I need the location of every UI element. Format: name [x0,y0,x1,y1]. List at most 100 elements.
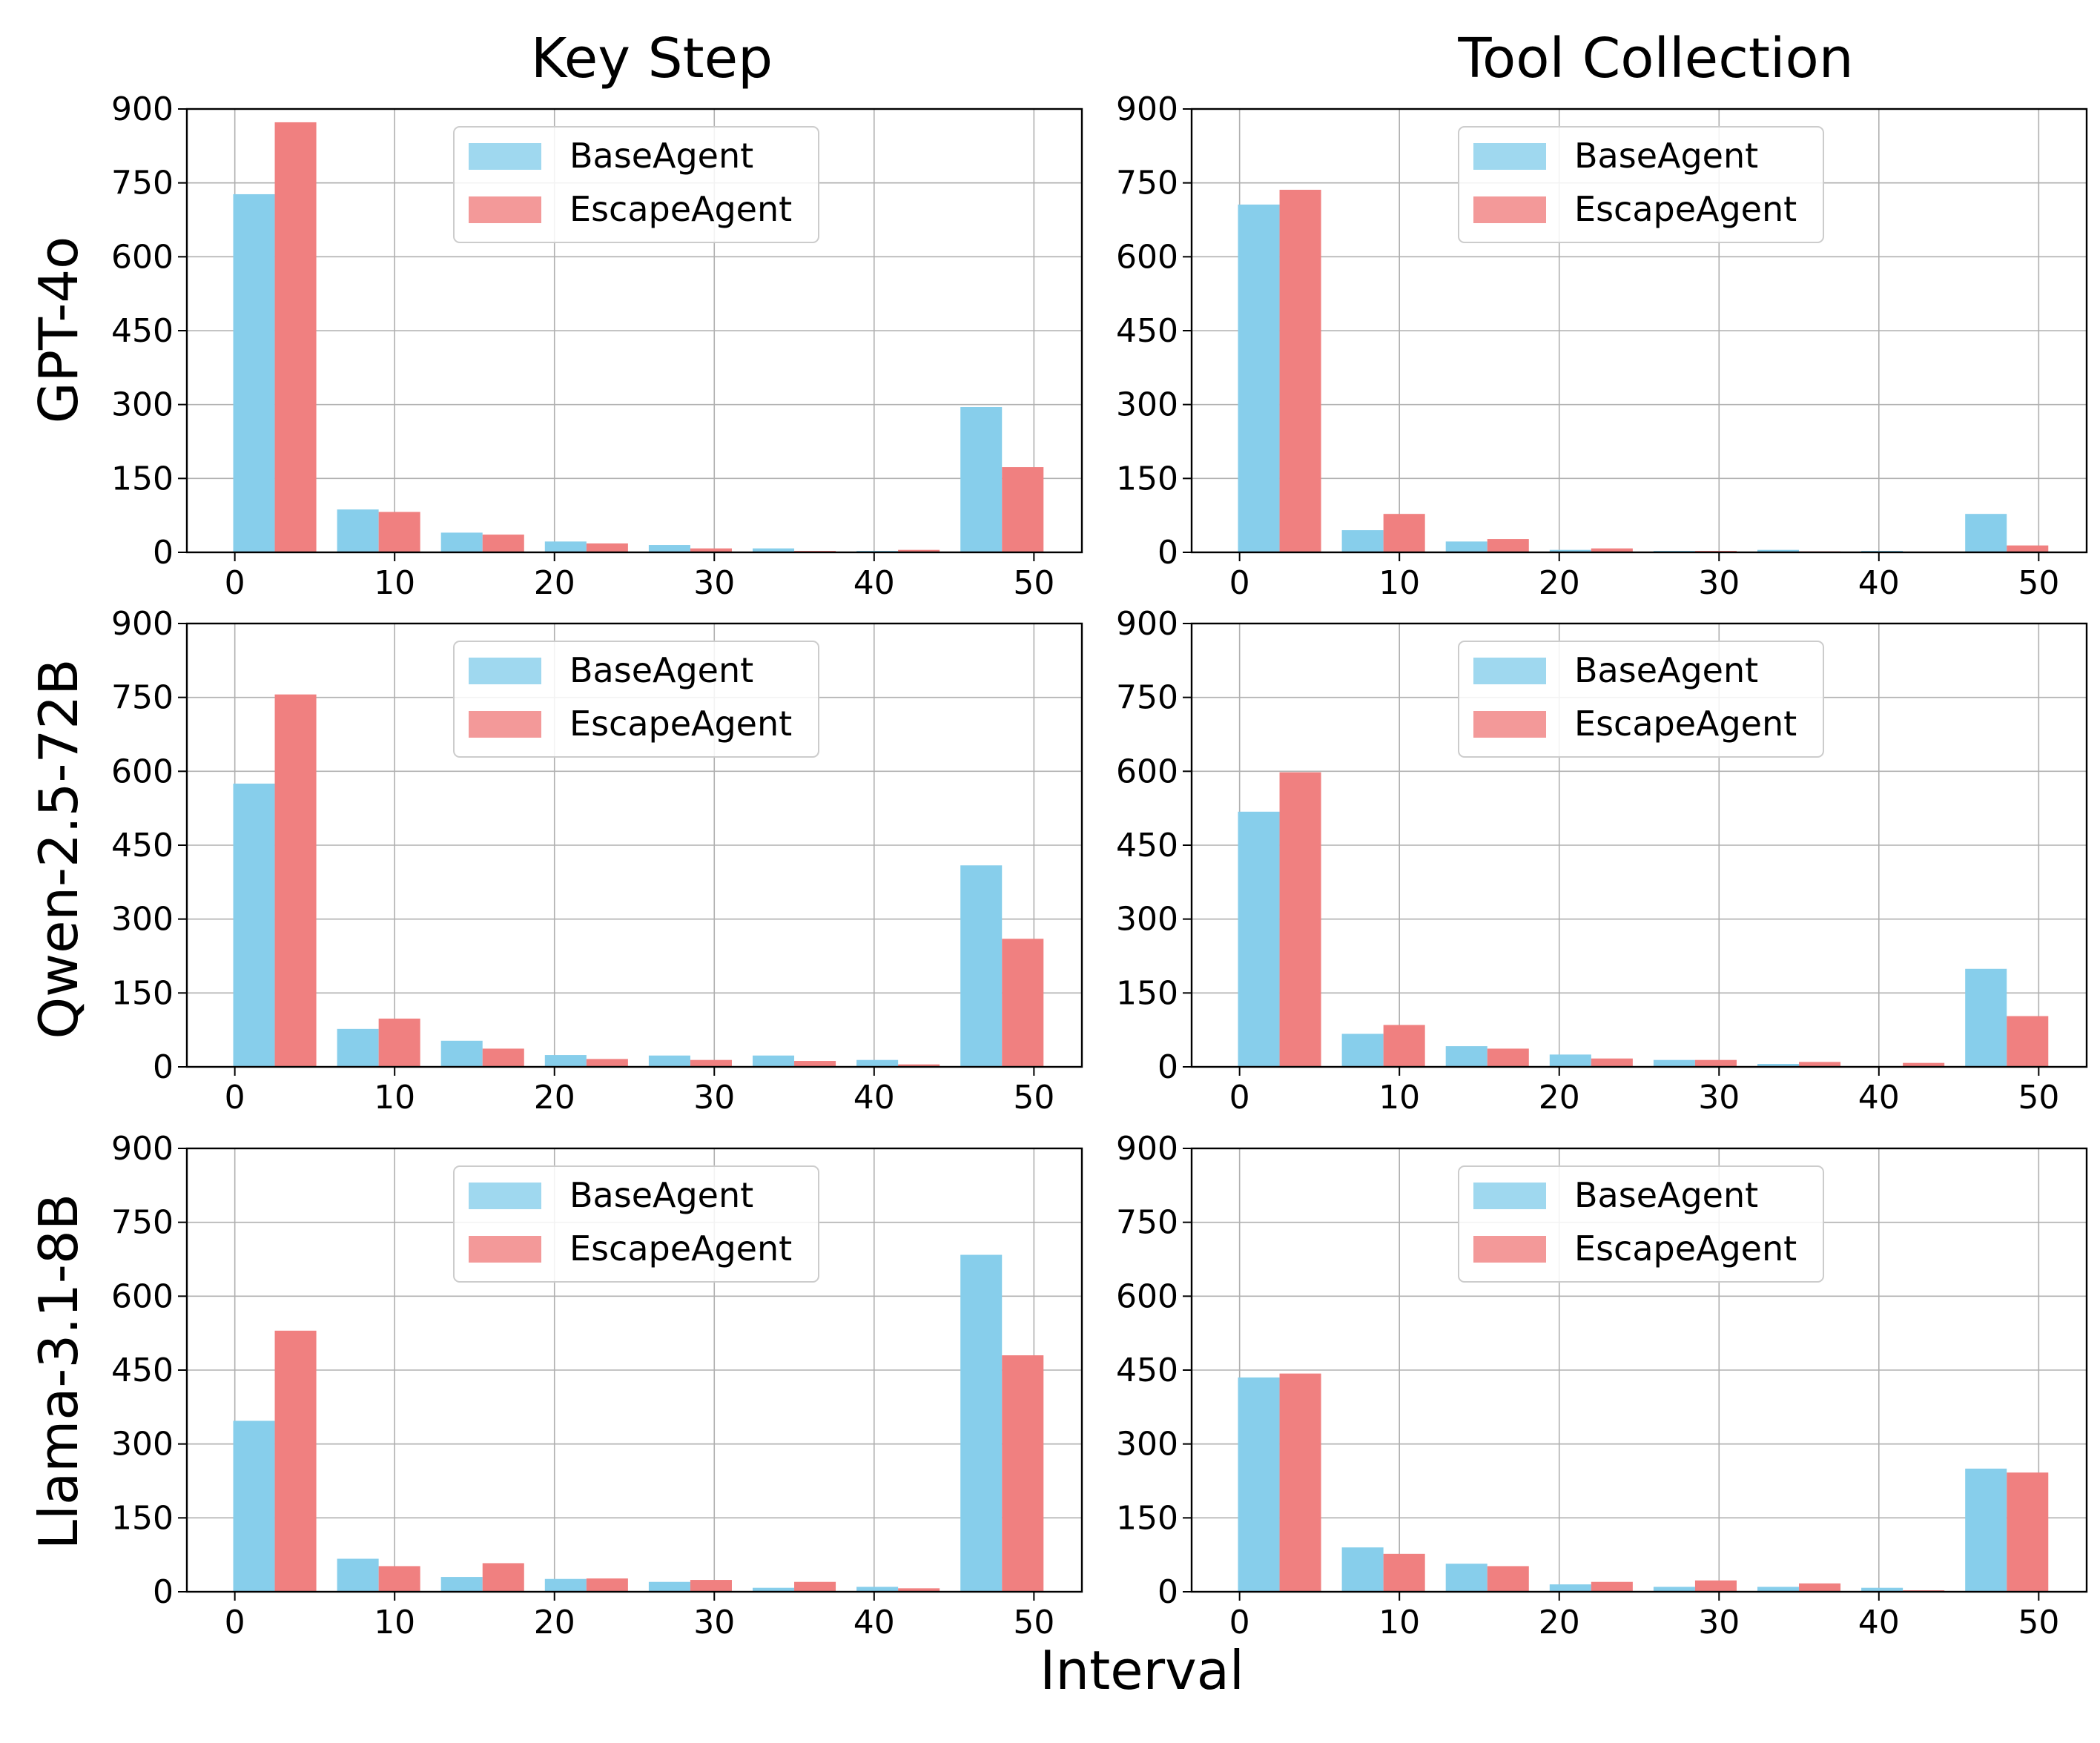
y-tick-label: 300 [111,901,174,939]
bar-escapeagent-bin-7 [898,549,940,552]
bar-escapeagent-bin-1 [1279,189,1321,553]
bar-baseagent-bin-6 [1757,1587,1800,1592]
y-tick-label: 600 [1116,1277,1178,1315]
bar-escapeagent-bin-3 [1487,1048,1529,1067]
x-tick-label: 30 [1698,1079,1740,1117]
legend-label-escapeagent: EscapeAgent [1574,189,1797,229]
x-tick-label: 40 [853,564,895,602]
y-tick-label: 750 [111,679,174,717]
x-tick-label: 10 [1378,1604,1420,1641]
x-tick-label: 30 [1698,1604,1740,1641]
bar-escapeagent-bin-7 [898,1588,940,1592]
bar-baseagent-bin-4 [1549,1584,1591,1592]
y-tick-label: 300 [1116,1426,1178,1463]
bar-baseagent-bin-5 [1653,1587,1695,1592]
panel-llama-3-1-8b-tool-collection: 0 10 20 30 40 50 0 150 300 450 600 750 900 BaseAgent E… [1116,1130,2088,1641]
legend-swatch-escapeagent [1473,1236,1546,1263]
legend: BaseAgent EscapeAgent [1458,641,1824,758]
y-tick-label: 0 [1158,1048,1178,1086]
bar-escapeagent-bin-3 [1487,1566,1529,1592]
legend-box [1458,641,1824,758]
y-tick-label: 750 [1116,165,1178,202]
x-tick-label: 40 [853,1604,895,1641]
y-tick-label: 750 [1116,679,1178,717]
bar-baseagent-bin-4 [544,1578,587,1592]
x-tick-label: 40 [1858,564,1900,602]
bar-baseagent-bin-4 [1549,1054,1591,1067]
y-tick-label: 450 [111,1352,174,1389]
bar-baseagent-bin-3 [440,1577,483,1592]
y-tick-label: 900 [1116,1130,1178,1168]
y-tick-label: 600 [1116,753,1178,790]
bar-baseagent-bin-2 [1341,1033,1384,1067]
legend-swatch-baseagent [469,143,541,170]
y-tick-label: 900 [1116,605,1178,643]
x-tick-label: 10 [1378,1079,1420,1117]
legend-box [453,641,819,758]
x-tick-label: 40 [1858,1079,1900,1117]
bar-escapeagent-bin-2 [1383,514,1425,552]
x-tick-label: 0 [1229,564,1250,602]
bar-baseagent-bin-3 [1445,1046,1488,1067]
x-tick-label: 20 [1539,564,1580,602]
bar-baseagent-bin-2 [337,1028,379,1067]
bar-baseagent-bin-5 [1653,1059,1695,1067]
bar-escapeagent-bin-3 [482,1048,524,1067]
bar-baseagent-bin-5 [648,1055,690,1067]
x-tick-label: 0 [1229,1604,1250,1641]
row-title-gpt-4o: GPT-4o [27,237,90,423]
bar-escapeagent-bin-4 [1591,1581,1633,1592]
x-tick-label: 50 [1013,1079,1054,1117]
bar-escapeagent-bin-5 [1694,1580,1737,1592]
bar-baseagent-bin-6 [752,1587,795,1592]
bar-baseagent-bin-8 [1965,514,2007,552]
column-title-key-step: Key Step [531,27,773,90]
legend-swatch-escapeagent [469,196,541,223]
legend-swatch-escapeagent [1473,711,1546,738]
legend-box [453,126,819,243]
row-title-qwen-2-5-72b: Qwen-2.5-72B [27,659,90,1039]
bar-baseagent-bin-7 [1861,1587,1903,1592]
y-tick-label: 600 [1116,238,1178,276]
x-tick-label: 0 [225,1604,245,1641]
panel-qwen-2-5-72b-tool-collection: 0 10 20 30 40 50 0 150 300 450 600 750 900 BaseAgent E… [1116,605,2088,1117]
y-tick-label: 150 [111,460,174,497]
y-tick-label: 450 [1116,312,1178,350]
x-tick-label: 20 [1539,1079,1580,1117]
legend-swatch-baseagent [469,1183,541,1209]
legend: BaseAgent EscapeAgent [1458,126,1824,243]
bar-baseagent-bin-6 [752,1055,795,1067]
legend-swatch-escapeagent [469,1236,541,1263]
y-tick-label: 900 [111,90,174,128]
bar-baseagent-bin-1 [233,783,275,1067]
legend-label-escapeagent: EscapeAgent [569,1228,792,1269]
x-tick-label: 30 [1698,564,1740,602]
bar-escapeagent-bin-1 [1279,1373,1321,1592]
bar-escapeagent-bin-1 [274,1330,317,1592]
y-tick-label: 300 [111,1426,174,1463]
bar-baseagent-bin-1 [233,194,275,552]
bar-escapeagent-bin-8 [2007,1016,2049,1067]
legend: BaseAgent EscapeAgent [1458,1165,1824,1283]
bar-baseagent-bin-2 [1341,1547,1384,1592]
legend-swatch-baseagent [1473,1183,1546,1209]
legend-box [1458,1165,1824,1283]
legend: BaseAgent EscapeAgent [453,126,819,243]
x-tick-label: 50 [2018,1079,2059,1117]
y-tick-label: 300 [1116,901,1178,939]
bar-escapeagent-bin-4 [586,543,628,552]
panel-llama-3-1-8b-key-step: 0 10 20 30 40 50 0 150 300 450 600 750 900 BaseAgent E… [111,1130,1083,1641]
legend-label-escapeagent: EscapeAgent [1574,704,1797,744]
bar-baseagent-bin-8 [1965,1468,2007,1592]
legend-box [453,1165,819,1283]
y-tick-label: 600 [111,753,174,790]
bar-baseagent-bin-7 [856,1587,899,1592]
bar-escapeagent-bin-6 [794,1061,836,1067]
y-tick-label: 150 [1116,460,1178,497]
y-tick-label: 450 [1116,827,1178,864]
bar-baseagent-bin-6 [1757,549,1800,552]
bar-baseagent-bin-3 [440,532,483,552]
x-tick-label: 50 [2018,564,2059,602]
bar-escapeagent-bin-8 [1002,939,1044,1067]
